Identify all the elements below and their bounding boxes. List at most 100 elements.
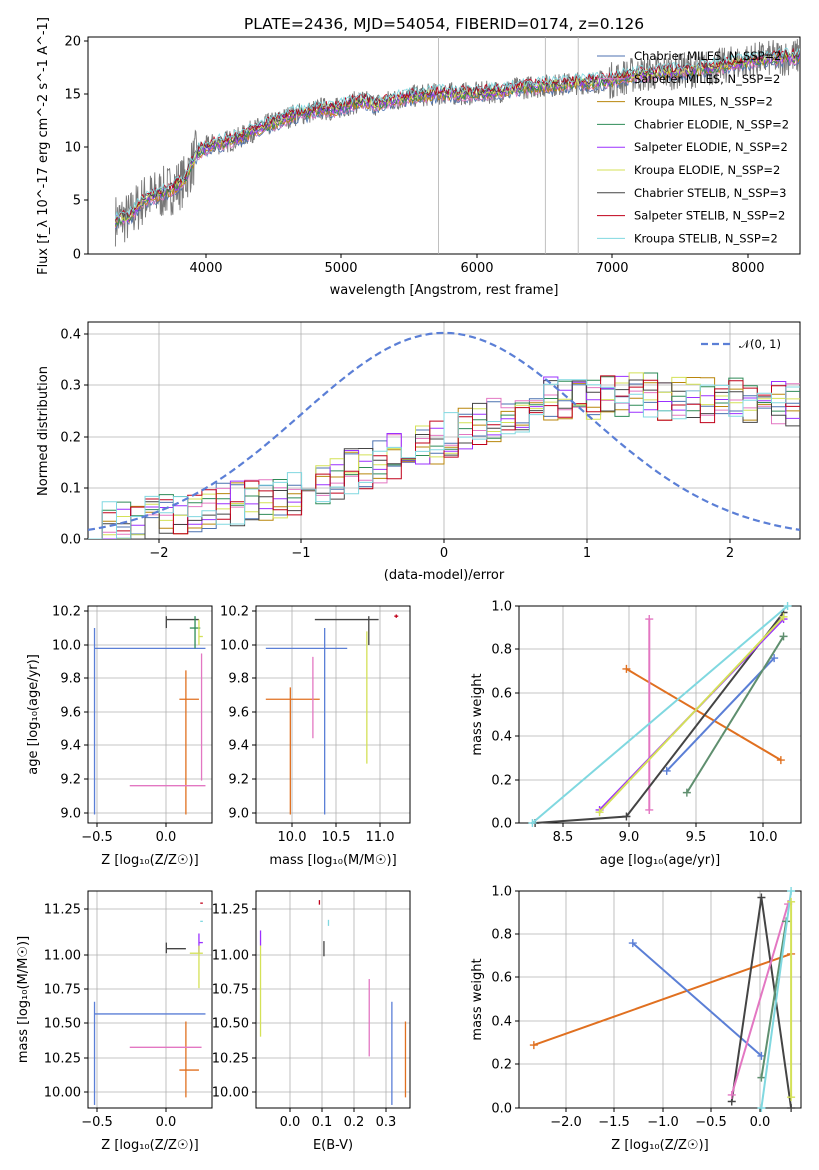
y-tick-label: 1.0: [491, 885, 512, 900]
axes-1: [84, 321, 801, 543]
data-point-marker: [770, 654, 779, 663]
y-tick-label: 0.2: [491, 1058, 512, 1073]
x-tick-label: 0.2: [344, 1115, 365, 1130]
x-tick-label: 0.3: [376, 1115, 397, 1130]
axes-3: [252, 605, 411, 827]
y-tick-label: 9.6: [228, 706, 249, 721]
x-tick-label: 7000: [595, 261, 628, 276]
x-tick-label: 10.0: [278, 830, 307, 845]
model-spectrum: [115, 51, 800, 223]
y-tick-label: 10.25: [44, 1052, 81, 1067]
legend-label: Salpeter STELIB, N_SSP=2: [634, 209, 785, 223]
y-tick-label: 10.0: [220, 639, 249, 654]
x-tick-label: −0.5: [81, 830, 113, 845]
y-tick-label: 9.0: [228, 807, 249, 822]
x-tick-label: −1.0: [647, 1115, 679, 1130]
y-tick-label: 0.0: [491, 1102, 512, 1117]
y-tick-label: 0.2: [491, 774, 512, 789]
x-tick-label: 11.0: [366, 830, 395, 845]
y-tick-label: 11.00: [44, 949, 81, 964]
x-axis-label: age [log₁₀(age/yr)]: [600, 853, 721, 868]
data-point-marker: [779, 632, 788, 641]
mass-weight-line: [632, 942, 763, 1057]
y-tick-label: 0.6: [491, 687, 512, 702]
x-tick-label: 2: [726, 546, 734, 561]
axes-frame: [87, 36, 801, 255]
y-tick-label: 9.8: [228, 672, 249, 687]
error-bars: [93, 616, 206, 815]
data-point-marker: [776, 756, 785, 765]
y-tick-label: 10.00: [212, 1086, 249, 1101]
y-tick-label: 0.3: [60, 379, 81, 394]
mass-weight-line: [598, 616, 785, 813]
y-tick-label: 9.6: [60, 706, 81, 721]
legend-label: Chabrier MILES, N_SSP=2: [634, 49, 781, 63]
data-point-marker: [622, 664, 631, 673]
data-point-marker: [645, 615, 654, 624]
y-axis-label: mass weight: [470, 958, 485, 1040]
data-point-marker: [757, 893, 766, 902]
x-tick-label: −1: [291, 546, 310, 561]
x-tick-label: 5000: [324, 261, 357, 276]
y-tick-label: 9.8: [60, 672, 81, 687]
axes-frame: [87, 890, 213, 1109]
y-tick-label: 5: [73, 194, 81, 209]
y-tick-label: 0.2: [60, 431, 81, 446]
y-axis-label: mass [log₁₀(M/M☉)]: [16, 936, 31, 1063]
y-axis-label: age [log₁₀(age/yr)]: [26, 654, 41, 775]
y-tick-label: 11.25: [212, 903, 249, 918]
y-tick-label: 10.2: [220, 605, 249, 620]
x-tick-label: 8000: [731, 261, 764, 276]
y-tick-label: 10.25: [212, 1052, 249, 1067]
y-axis-label: Normed distribution: [36, 366, 51, 496]
axes-5: [84, 890, 213, 1112]
error-bars: [265, 614, 399, 815]
y-tick-label: 9.4: [228, 739, 249, 754]
y-tick-label: 10: [64, 141, 81, 156]
legend-label: Salpeter MILES, N_SSP=2: [634, 72, 780, 86]
data-point-marker: [727, 1090, 736, 1099]
y-tick-label: 0.8: [491, 643, 512, 658]
axes-6: [252, 890, 411, 1112]
x-tick-label: 0.0: [156, 1115, 177, 1130]
x-tick-label: −0.5: [81, 1115, 113, 1130]
y-tick-label: 10.50: [44, 1017, 81, 1032]
y-tick-label: 0.0: [491, 817, 512, 832]
axes-frame: [255, 890, 411, 1109]
y-tick-label: 10.75: [44, 983, 81, 998]
x-axis-label: mass [log₁₀(M/M☉)]: [269, 853, 396, 868]
legend-label: Kroupa STELIB, N_SSP=2: [634, 231, 778, 245]
x-tick-label: 0: [440, 546, 448, 561]
residual-histogram: [88, 379, 800, 539]
x-tick-label: −1.5: [598, 1115, 630, 1130]
y-axis-label: Flux [f_λ 10^-17 erg cm^-2 s^-1 A^-1]: [36, 17, 51, 275]
spectrum-lines: [114, 37, 800, 254]
data-point-marker: [783, 602, 792, 610]
data-point-marker: [645, 805, 654, 814]
x-tick-label: 6000: [460, 261, 493, 276]
legend-label: Chabrier STELIB, N_SSP=3: [634, 186, 786, 200]
y-tick-label: 0.1: [60, 482, 81, 497]
data-point-marker: [787, 1093, 796, 1102]
x-tick-label: 0.0: [280, 1115, 301, 1130]
x-tick-label: −2.0: [550, 1115, 582, 1130]
y-tick-label: 10.0: [52, 639, 81, 654]
x-tick-label: 8.5: [553, 830, 574, 845]
model-spectrum: [115, 54, 800, 227]
y-axis-label: mass weight: [470, 673, 485, 755]
legend-label: Kroupa MILES, N_SSP=2: [634, 95, 773, 109]
x-axis-label: Z [log₁₀(Z/Z☉)]: [101, 853, 198, 868]
legend-label: 𝒩(0, 1): [739, 337, 781, 351]
data-point-marker: [662, 766, 671, 775]
y-tick-label: 9.4: [60, 739, 81, 754]
x-axis-label: Z [log₁₀(Z/Z☉)]: [611, 1138, 708, 1153]
axes-frame: [255, 605, 411, 824]
y-tick-label: 0.4: [491, 1015, 512, 1030]
normal-curve: [88, 331, 800, 531]
error-bars: [259, 900, 407, 1105]
x-axis-label: Z [log₁₀(Z/Z☉)]: [101, 1138, 198, 1153]
chart-title: PLATE=2436, MJD=54054, FIBERID=0174, z=0…: [244, 15, 644, 33]
axes-frame: [87, 605, 213, 824]
data-point-marker: [628, 939, 637, 948]
